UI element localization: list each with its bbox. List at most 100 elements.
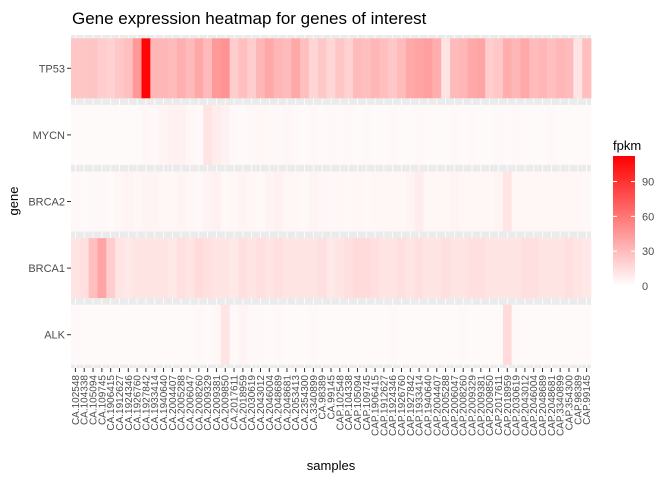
heatmap-cell [511, 238, 521, 299]
heatmap-cell [256, 171, 266, 232]
x-tick-label: CA.2009329 [203, 375, 214, 431]
heatmap-cell [397, 104, 407, 165]
heatmap-cell [79, 171, 90, 232]
heatmap-cell [308, 171, 319, 232]
heatmap-cell [520, 171, 530, 232]
heatmap-cell [344, 304, 354, 365]
heatmap-cell [238, 171, 248, 232]
heatmap-cell [247, 238, 257, 299]
x-tick-label: CAP.2017611 [494, 375, 505, 436]
heatmap-cell [220, 304, 231, 365]
heatmap-cell [449, 38, 460, 99]
x-tick-label: CA.1940640 [159, 375, 170, 431]
x-tick-label: CAP.105094 [353, 375, 364, 431]
heatmap-cell [529, 171, 539, 232]
heatmap-cell [185, 104, 195, 165]
heatmap-cell [485, 171, 495, 232]
heatmap-cell [326, 104, 336, 165]
y-tick-label: BRCA2 [28, 197, 65, 209]
heatmap-cell [564, 38, 574, 99]
heatmap-cell [502, 38, 513, 99]
heatmap-cell [132, 238, 142, 299]
heatmap-cell [432, 171, 442, 232]
x-tick-label: CAP.99145 [582, 375, 593, 425]
heatmap-cell [97, 304, 107, 365]
x-tick-label: CA.2048681 [282, 375, 293, 431]
heatmap-cell [203, 38, 213, 99]
heatmap-cell [282, 38, 292, 99]
heatmap-cell [229, 38, 239, 99]
heatmap-cell [511, 104, 521, 165]
heatmap-cell [397, 171, 407, 232]
heatmap-cell [123, 238, 134, 299]
heatmap-cell [264, 171, 275, 232]
heatmap-cell [423, 238, 433, 299]
heatmap-cell [432, 238, 442, 299]
heatmap-cell [546, 171, 557, 232]
heatmap-cell [203, 238, 213, 299]
heatmap-cell [573, 171, 583, 232]
heatmap-cell [476, 238, 486, 299]
heatmap-cell [573, 304, 583, 365]
heatmap-cell [538, 38, 548, 99]
heatmap-cell [449, 304, 460, 365]
legend-title: fpkm [613, 138, 641, 153]
heatmap-cell [106, 104, 116, 165]
heatmap-cell [441, 38, 451, 99]
heatmap-cell [238, 304, 248, 365]
heatmap-cell [573, 104, 583, 165]
heatmap-cell [220, 171, 231, 232]
heatmap-cell [159, 304, 169, 365]
heatmap-cell [176, 171, 186, 232]
heatmap-cell [520, 238, 530, 299]
heatmap-cell [291, 304, 301, 365]
heatmap-cell [300, 171, 310, 232]
heatmap-cell [176, 238, 186, 299]
heatmap-cell [123, 304, 134, 365]
heatmap-cell [467, 104, 477, 165]
heatmap-cell [97, 238, 107, 299]
heatmap-cell [176, 104, 186, 165]
x-tick-label: CAP.1926760 [397, 375, 408, 436]
x-tick-label: CA.2017611 [230, 375, 241, 430]
heatmap-cell [194, 38, 204, 99]
heatmap-cell [79, 38, 90, 99]
heatmap-cell [273, 38, 283, 99]
x-tick-label: CA.1933414 [150, 375, 161, 431]
heatmap-cell [502, 304, 513, 365]
heatmap-cell [220, 104, 231, 165]
legend-colorbar [613, 156, 635, 286]
heatmap-cell [238, 104, 248, 165]
heatmap-cell [212, 238, 222, 299]
heatmap-cell [317, 238, 327, 299]
heatmap-cell [194, 304, 204, 365]
x-tick-label: CAP.2009381 [476, 375, 487, 436]
heatmap-cell [97, 104, 107, 165]
heatmap-cell [502, 171, 513, 232]
heatmap-cell [256, 304, 266, 365]
x-tick-label: CA.99145 [327, 375, 338, 420]
heatmap-cell [476, 38, 486, 99]
x-tick-label: CA.3340899 [309, 375, 320, 431]
heatmap-cell [353, 38, 363, 99]
heatmap-cell [344, 171, 354, 232]
heatmap-cell [555, 238, 565, 299]
legend-tick-label: 60 [642, 211, 654, 223]
heatmap-cell [71, 171, 81, 232]
heatmap-cell [115, 104, 125, 165]
heatmap-cell [458, 104, 469, 165]
heatmap-cell [388, 238, 398, 299]
heatmap-cell [317, 171, 327, 232]
heatmap-cell [432, 304, 442, 365]
x-tick-label: CA.1924346 [124, 375, 135, 431]
heatmap-cell [353, 238, 363, 299]
heatmap-cell [414, 38, 424, 99]
heatmap-cells [71, 35, 592, 368]
heatmap-cell [88, 38, 98, 99]
legend-tick-label: 0 [642, 281, 648, 293]
heatmap-cell [582, 104, 592, 165]
heatmap-cell [159, 38, 169, 99]
heatmap-cell [167, 304, 178, 365]
heatmap-cell [159, 171, 169, 232]
